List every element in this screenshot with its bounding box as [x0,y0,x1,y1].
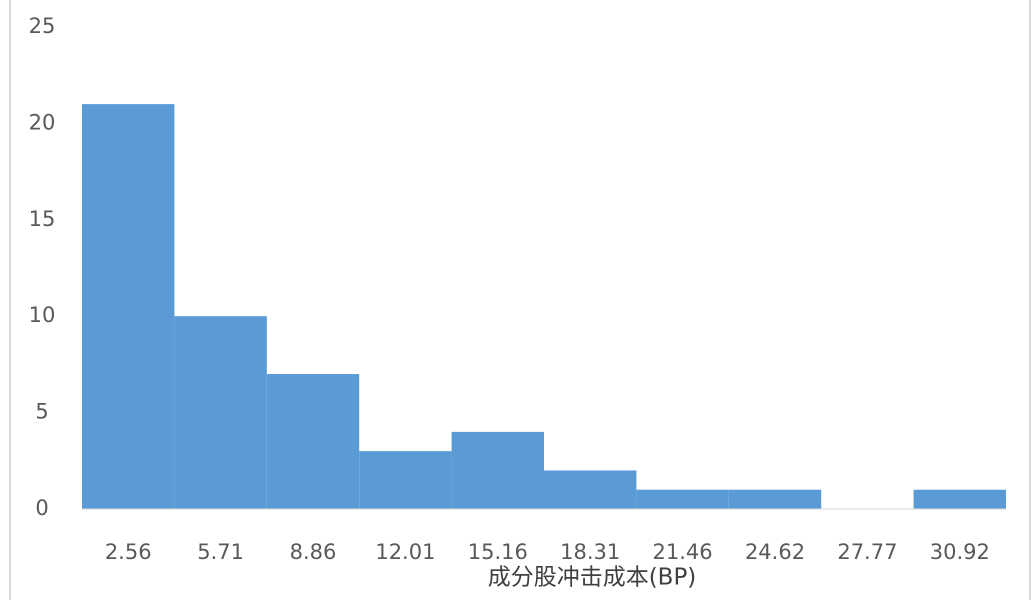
bar [728,489,822,509]
bar [359,451,452,509]
x-tick-label: 2.56 [105,540,152,564]
y-tick-label: 5 [35,400,48,424]
y-tick-label: 20 [29,110,56,134]
bar [266,374,360,509]
x-tick-label: 15.16 [468,540,528,564]
x-tick-label: 8.86 [290,540,337,564]
bar [451,431,544,509]
x-tick-label: 27.77 [837,540,897,564]
bar [636,489,729,509]
bar [544,470,637,509]
y-tick-label: 15 [29,207,56,231]
bar [913,489,1006,509]
x-tick-label: 21.46 [653,540,713,564]
x-tick-label: 5.71 [197,540,244,564]
y-tick-label: 0 [35,496,48,520]
x-tick-label: 24.62 [745,540,805,564]
y-tick-label: 10 [29,303,56,327]
x-tick-label: 18.31 [560,540,620,564]
bar [174,316,267,509]
x-tick-label: 30.92 [930,540,990,564]
bar [82,104,175,510]
y-tick-label: 25 [29,14,56,38]
x-axis-title: 成分股冲击成本(BP) [488,565,697,591]
x-tick-label: 12.01 [375,540,435,564]
